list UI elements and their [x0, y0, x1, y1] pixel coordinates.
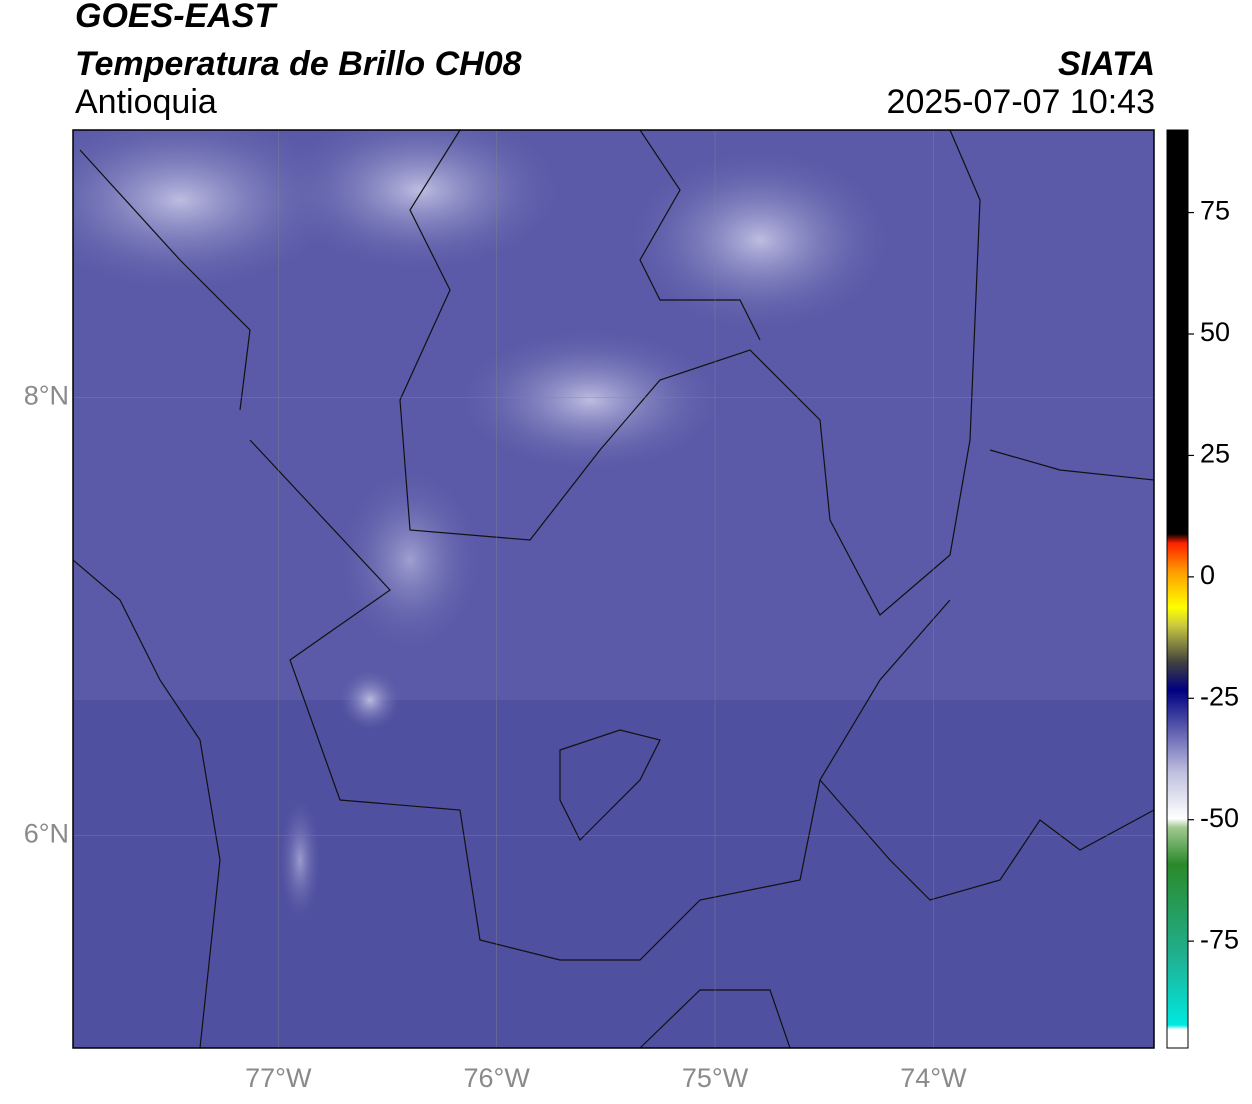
border — [819, 779, 1154, 901]
region: Antioquia — [75, 83, 217, 121]
map-grid — [73, 130, 1154, 1048]
x-tick-label: 75°W — [682, 1063, 749, 1093]
title: GOES-EAST — [75, 0, 278, 35]
cloud — [460, 330, 720, 470]
cloud — [630, 150, 890, 330]
colorbar-tick-label: 0 — [1200, 560, 1215, 590]
border — [79, 149, 251, 411]
y-tick-label: 6°N — [24, 819, 69, 849]
cloud — [280, 800, 320, 920]
border — [639, 130, 761, 341]
colorbar-tick-label: -50 — [1200, 803, 1239, 833]
border — [989, 449, 1154, 481]
cloud — [340, 670, 400, 730]
colorbar-tick-label: 50 — [1200, 317, 1230, 347]
map — [73, 130, 1154, 1048]
border — [639, 989, 791, 1048]
y-tick-label: 8°N — [24, 380, 69, 410]
cloud — [340, 470, 480, 650]
cloud — [280, 130, 560, 270]
x-tick-label: 77°W — [245, 1063, 312, 1093]
border — [559, 729, 661, 842]
subtitle: Temperatura de Brillo CH08 — [75, 45, 522, 83]
border — [73, 559, 221, 1048]
source: SIATA — [1058, 45, 1155, 83]
colorbar-tick-label: -25 — [1200, 681, 1239, 711]
colorbar — [1166, 129, 1189, 1049]
map-frame — [72, 129, 1155, 1049]
map-shade — [73, 700, 1154, 1048]
x-tick-label: 74°W — [900, 1063, 967, 1093]
colorbar-tick-label: 75 — [1200, 196, 1230, 226]
x-tick-label: 76°W — [464, 1063, 531, 1093]
colorbar-tick-label: 25 — [1200, 439, 1230, 469]
datetime: 2025-07-07 10:43 — [887, 83, 1155, 121]
cloud — [73, 130, 340, 290]
border — [399, 130, 981, 616]
colorbar-tick-label: -75 — [1200, 924, 1239, 954]
